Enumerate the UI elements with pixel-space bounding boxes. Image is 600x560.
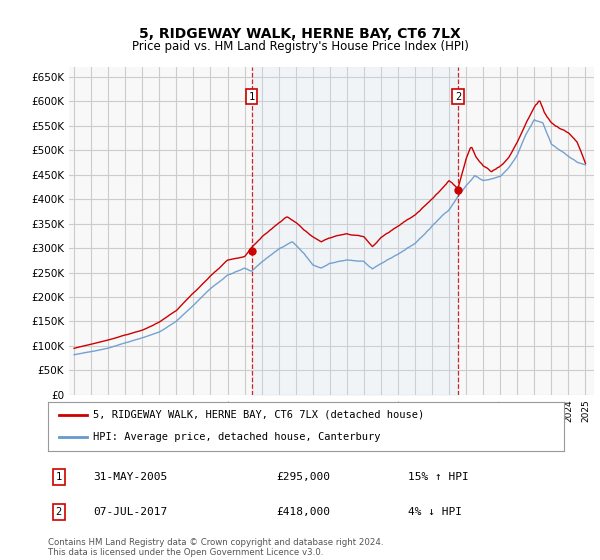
Text: £418,000: £418,000 (276, 507, 330, 517)
Text: 2: 2 (56, 507, 62, 517)
Text: 1: 1 (248, 91, 254, 101)
Text: 2: 2 (455, 91, 461, 101)
Text: 5, RIDGEWAY WALK, HERNE BAY, CT6 7LX: 5, RIDGEWAY WALK, HERNE BAY, CT6 7LX (139, 27, 461, 41)
Text: 31-MAY-2005: 31-MAY-2005 (93, 472, 167, 482)
Text: Price paid vs. HM Land Registry's House Price Index (HPI): Price paid vs. HM Land Registry's House … (131, 40, 469, 53)
Text: 15% ↑ HPI: 15% ↑ HPI (408, 472, 469, 482)
Text: 5, RIDGEWAY WALK, HERNE BAY, CT6 7LX (detached house): 5, RIDGEWAY WALK, HERNE BAY, CT6 7LX (de… (94, 410, 425, 420)
Text: £295,000: £295,000 (276, 472, 330, 482)
Text: HPI: Average price, detached house, Canterbury: HPI: Average price, detached house, Cant… (94, 432, 381, 442)
Text: 1: 1 (56, 472, 62, 482)
Text: Contains HM Land Registry data © Crown copyright and database right 2024.
This d: Contains HM Land Registry data © Crown c… (48, 538, 383, 557)
Text: 07-JUL-2017: 07-JUL-2017 (93, 507, 167, 517)
Text: 4% ↓ HPI: 4% ↓ HPI (408, 507, 462, 517)
